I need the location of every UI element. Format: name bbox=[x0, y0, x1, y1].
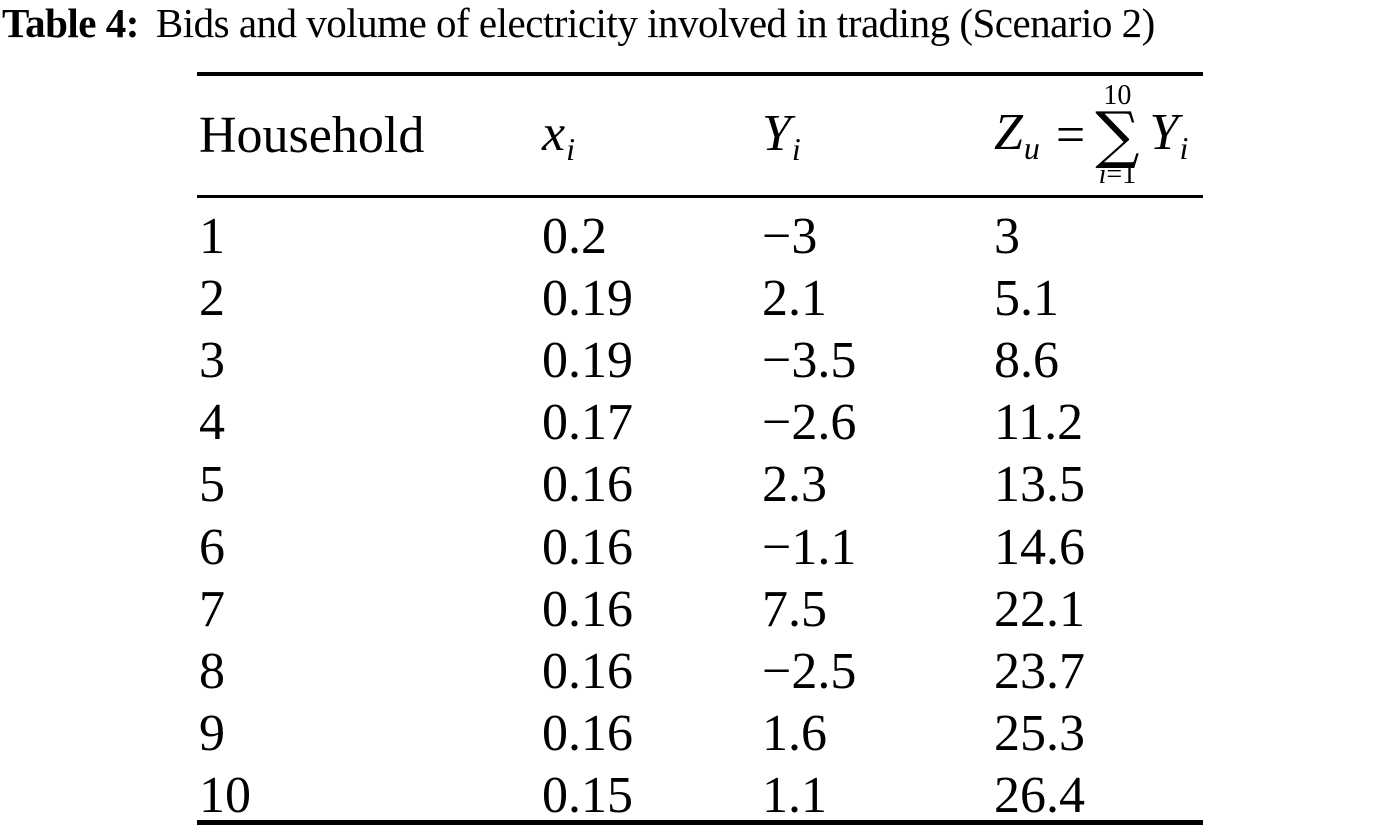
summand-term: Yi bbox=[1150, 103, 1189, 167]
summation-index-variable: i bbox=[1098, 158, 1107, 190]
cell-household: 9 bbox=[199, 705, 225, 763]
x-variable: x bbox=[542, 104, 566, 162]
summation: 10 ∑ i=1 bbox=[1095, 82, 1139, 189]
table-row: 3 0.19 −3.5 8.6 bbox=[197, 322, 1203, 389]
summand-variable: Y bbox=[1149, 104, 1179, 162]
cell-x: 0.2 bbox=[542, 207, 607, 265]
cell-y: 1.6 bbox=[762, 705, 827, 763]
table-caption-text: Bids and volume of electricity involved … bbox=[155, 0, 1155, 46]
cell-y: 1.1 bbox=[762, 767, 827, 825]
table-body: 1 0.2 −3 3 2 0.19 2.1 5.1 3 0.19 −3.5 8.… bbox=[197, 198, 1203, 825]
cell-household: 2 bbox=[199, 269, 225, 327]
cell-x: 0.17 bbox=[542, 394, 633, 452]
table-row: 9 0.16 1.6 25.3 bbox=[197, 696, 1203, 762]
column-header-x: xi bbox=[540, 104, 760, 168]
cell-x: 0.19 bbox=[542, 269, 633, 327]
z-term: Zu bbox=[994, 103, 1040, 167]
cell-y: −1.1 bbox=[762, 518, 857, 576]
cell-z: 25.3 bbox=[994, 705, 1085, 763]
cell-x: 0.15 bbox=[542, 767, 633, 825]
table-caption: Table 4: Bids and volume of electricity i… bbox=[2, 0, 1155, 49]
summation-upper-limit: 10 bbox=[1103, 80, 1132, 112]
cell-y: −3 bbox=[762, 207, 818, 265]
cell-household: 1 bbox=[199, 207, 225, 265]
cell-household: 4 bbox=[199, 394, 225, 452]
cell-z: 14.6 bbox=[994, 518, 1085, 576]
table-header-row: Household xi Yi Zu = 10 ∑ i=1 Yi bbox=[197, 76, 1203, 195]
cell-y: 2.1 bbox=[762, 269, 827, 327]
cell-household: 8 bbox=[199, 642, 225, 700]
cell-z: 23.7 bbox=[994, 642, 1085, 700]
cell-y: −3.5 bbox=[762, 331, 857, 389]
data-table: Household xi Yi Zu = 10 ∑ i=1 Yi 1 0.2 −… bbox=[197, 72, 1203, 825]
cell-y: −2.6 bbox=[762, 394, 857, 452]
sigma-symbol: ∑ bbox=[1095, 98, 1140, 172]
cell-z: 26.4 bbox=[994, 767, 1085, 825]
cell-x: 0.19 bbox=[542, 331, 633, 389]
cell-household: 5 bbox=[199, 456, 225, 514]
cell-x: 0.16 bbox=[542, 642, 633, 700]
cell-household: 10 bbox=[199, 767, 251, 825]
table-row: 4 0.17 −2.6 11.2 bbox=[197, 385, 1203, 451]
table-row: 1 0.2 −3 3 bbox=[197, 198, 1203, 265]
cell-y: 2.3 bbox=[762, 456, 827, 514]
cell-z: 3 bbox=[994, 207, 1020, 265]
y-variable: Y bbox=[762, 104, 791, 162]
table-rule-bottom bbox=[197, 819, 1203, 825]
table-caption-label: Table 4: bbox=[2, 0, 139, 46]
summation-index-value: =1 bbox=[1106, 158, 1137, 190]
summand-subscript: i bbox=[1179, 130, 1189, 167]
cell-z: 11.2 bbox=[994, 394, 1084, 452]
table-row: 10 0.15 1.1 26.4 bbox=[197, 758, 1203, 824]
cell-household: 7 bbox=[199, 580, 225, 638]
cell-x: 0.16 bbox=[542, 456, 633, 514]
cell-household: 6 bbox=[199, 518, 225, 576]
cell-y: −2.5 bbox=[762, 642, 857, 700]
cell-y: 7.5 bbox=[762, 580, 827, 638]
table-rule-top bbox=[197, 72, 1203, 76]
cell-z: 13.5 bbox=[994, 456, 1085, 514]
equals-sign: = bbox=[1055, 106, 1086, 164]
cell-x: 0.16 bbox=[542, 580, 633, 638]
x-subscript: i bbox=[566, 130, 575, 167]
z-subscript: u bbox=[1023, 130, 1040, 167]
table-row: 5 0.16 2.3 13.5 bbox=[197, 447, 1203, 513]
table-row: 7 0.16 7.5 22.1 bbox=[197, 571, 1203, 638]
cell-x: 0.16 bbox=[542, 705, 633, 763]
column-header-z-formula: Zu = 10 ∑ i=1 Yi bbox=[992, 82, 1203, 189]
z-variable: Z bbox=[994, 104, 1023, 162]
table-row: 6 0.16 −1.1 14.6 bbox=[197, 509, 1203, 576]
column-header-household: Household bbox=[199, 107, 425, 164]
cell-z: 5.1 bbox=[994, 269, 1059, 327]
summation-lower-limit: i=1 bbox=[1098, 158, 1137, 190]
column-header-y: Yi bbox=[760, 104, 992, 168]
cell-x: 0.16 bbox=[542, 518, 633, 576]
table-row: 8 0.16 −2.5 23.7 bbox=[197, 633, 1203, 700]
table-row: 2 0.19 2.1 5.1 bbox=[197, 260, 1203, 327]
cell-household: 3 bbox=[199, 331, 225, 389]
cell-z: 8.6 bbox=[994, 331, 1059, 389]
cell-z: 22.1 bbox=[994, 580, 1085, 638]
table-rule-middle bbox=[197, 195, 1203, 198]
y-subscript: i bbox=[791, 130, 801, 167]
